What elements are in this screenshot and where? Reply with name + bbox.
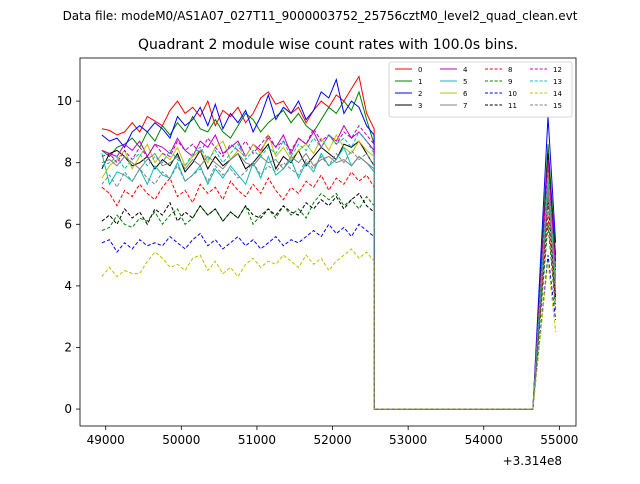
legend-label-6: 6 bbox=[463, 90, 468, 98]
legend-label-10: 10 bbox=[508, 90, 517, 98]
legend-label-14: 14 bbox=[553, 90, 562, 98]
x-tick-label: 54000 bbox=[465, 433, 503, 447]
series-line-11 bbox=[101, 192, 557, 410]
legend-label-0: 0 bbox=[418, 66, 422, 74]
x-tick-label: 52000 bbox=[313, 433, 351, 447]
series-line-2 bbox=[101, 77, 557, 410]
plot-frame bbox=[79, 57, 577, 427]
series-line-14 bbox=[101, 248, 557, 410]
legend-label-9: 9 bbox=[508, 78, 512, 86]
series-line-8 bbox=[101, 171, 557, 410]
plot-area bbox=[80, 58, 576, 426]
legend-label-11: 11 bbox=[508, 102, 517, 110]
y-tick-label: 6 bbox=[64, 217, 72, 231]
x-tick-label: 49000 bbox=[87, 433, 125, 447]
series-layer bbox=[101, 75, 557, 410]
legend-label-2: 2 bbox=[418, 90, 422, 98]
legend-label-12: 12 bbox=[553, 66, 562, 74]
legend-label-1: 1 bbox=[418, 78, 422, 86]
x-tick-label: 55000 bbox=[540, 433, 578, 447]
series-line-13 bbox=[101, 130, 557, 410]
chart-title: Quadrant 2 module wise count rates with … bbox=[138, 37, 518, 53]
legend-label-13: 13 bbox=[553, 78, 562, 86]
axes-layer: 49000 50000 51000 52000 53000 54000 55000 0 2 4 6 8… bbox=[57, 94, 579, 447]
series-line-6 bbox=[101, 133, 557, 410]
series-line-15 bbox=[101, 149, 557, 410]
legend-box bbox=[388, 61, 573, 118]
suptitle: Data file: modeM0/AS1A07_027T11_90000037… bbox=[63, 9, 578, 23]
series-line-7 bbox=[101, 152, 557, 410]
series-line-0 bbox=[101, 75, 557, 410]
y-tick-label: 0 bbox=[64, 402, 72, 416]
x-tick-label: 50000 bbox=[162, 433, 200, 447]
legend-label-3: 3 bbox=[418, 102, 422, 110]
series-line-1 bbox=[101, 90, 557, 410]
legend-label-5: 5 bbox=[463, 78, 467, 86]
x-offset-label: +3.314e8 bbox=[503, 454, 562, 468]
series-line-12 bbox=[101, 124, 557, 410]
x-tick-label: 53000 bbox=[389, 433, 427, 447]
legend-label-4: 4 bbox=[463, 66, 468, 74]
x-tick-label: 51000 bbox=[238, 433, 276, 447]
legend-label-15: 15 bbox=[553, 102, 562, 110]
series-line-9 bbox=[101, 192, 557, 410]
legend-label-8: 8 bbox=[508, 66, 512, 74]
y-tick-label: 2 bbox=[64, 340, 72, 354]
y-tick-label: 4 bbox=[64, 279, 72, 293]
series-line-10 bbox=[101, 223, 557, 410]
legend-label-7: 7 bbox=[463, 102, 467, 110]
y-tick-label: 8 bbox=[64, 156, 72, 170]
y-tick-label: 10 bbox=[57, 94, 72, 108]
